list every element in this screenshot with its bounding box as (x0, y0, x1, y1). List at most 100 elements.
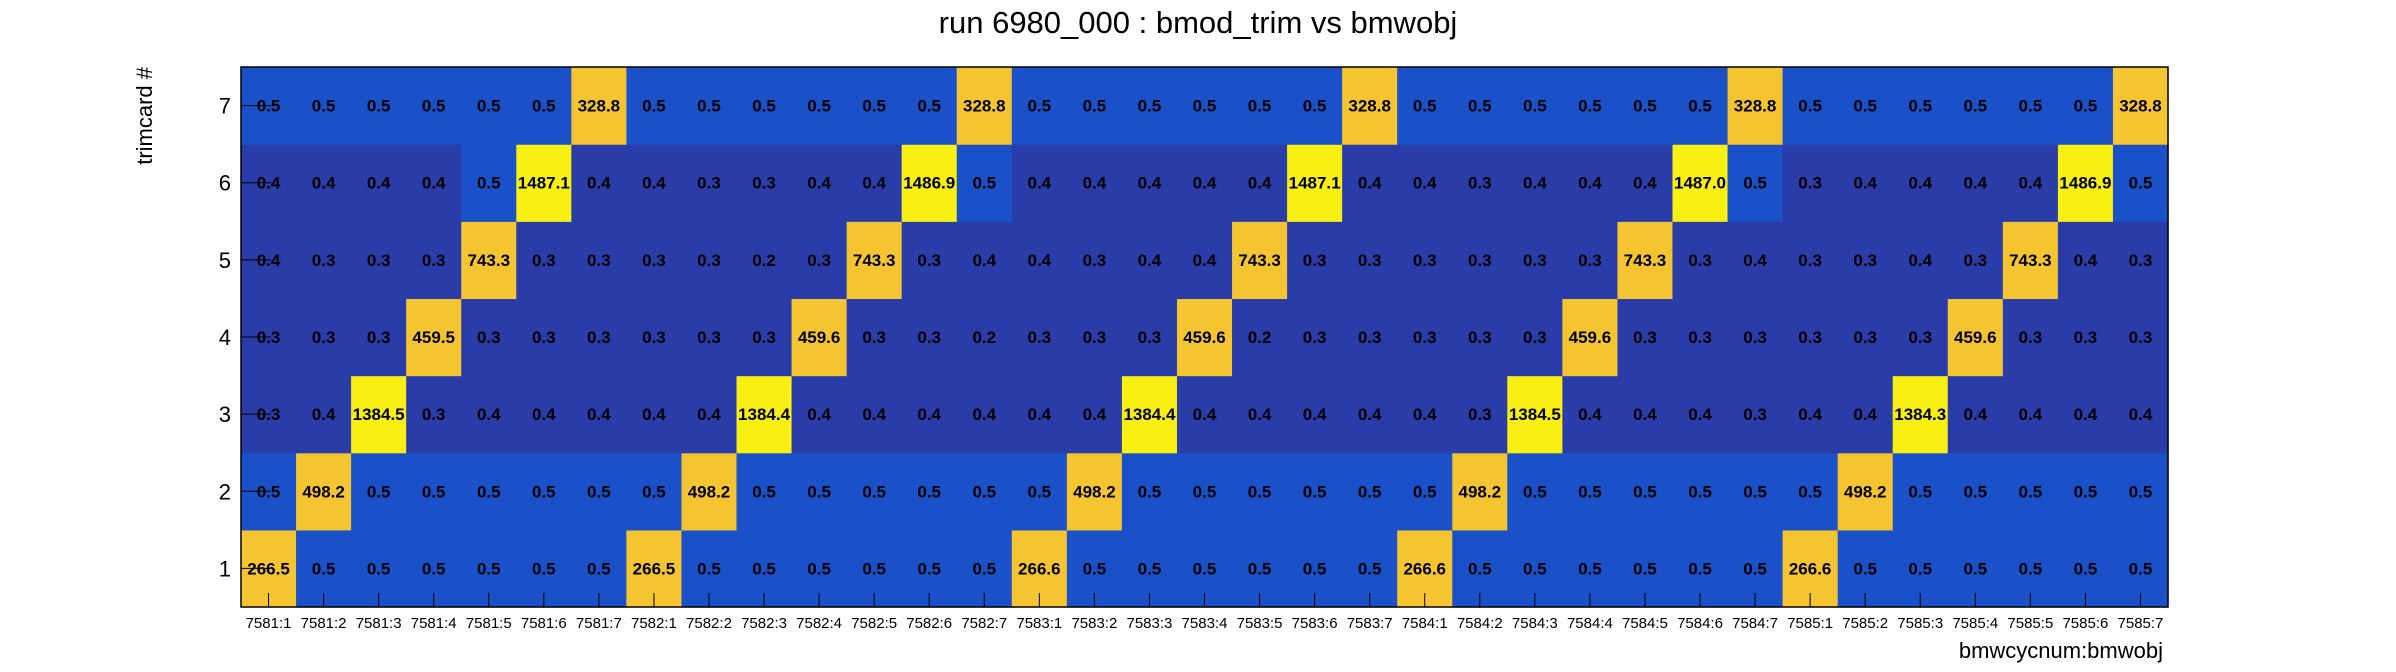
cell-value-label: 0.5 (917, 482, 941, 501)
x-tick-label: 7584:7 (1732, 615, 1778, 632)
heatmap-cell-7-8 (626, 67, 683, 145)
heatmap-cell-6-10 (736, 144, 793, 222)
heatmap-cell-3-34 (2057, 375, 2114, 454)
heatmap-cell-7-29 (1782, 67, 1839, 145)
heatmap-cell-6-8 (626, 144, 683, 222)
cell-value-label: 0.3 (1853, 328, 1877, 347)
heatmap-cell-6-5 (461, 144, 517, 222)
cell-value-label: 0.5 (1358, 559, 1382, 578)
heatmap-cell-3-23 (1452, 375, 1508, 454)
cell-value-label: 0.4 (477, 405, 501, 424)
heatmap-cell-4-25 (1562, 298, 1619, 377)
x-tick-label: 7583:6 (1292, 615, 1338, 632)
cell-value-label: 0.3 (1853, 251, 1877, 270)
heatmap-cell-2-34 (2057, 452, 2114, 531)
heatmap-cell-7-4 (406, 67, 462, 145)
heatmap-cell-3-28 (1727, 375, 1784, 454)
heatmap-cell-4-12 (846, 298, 903, 377)
cell-value-label: 0.4 (1248, 174, 1272, 193)
heatmap-cell-6-6 (516, 144, 572, 222)
heatmap-cell-4-32 (1947, 298, 2004, 377)
heatmap-cell-2-12 (846, 452, 903, 531)
heatmap-cell-7-2 (296, 67, 352, 145)
heatmap-cell-3-33 (2002, 375, 2059, 454)
cell-value-label: 0.5 (1468, 559, 1492, 578)
heatmap-cell-6-21 (1342, 144, 1398, 222)
heatmap-cell-7-5 (461, 67, 517, 145)
cell-value-label: 0.4 (2074, 251, 2098, 270)
cell-value-label: 0.3 (1963, 251, 1987, 270)
heatmap-cell-6-31 (1892, 144, 1949, 222)
cell-value-label: 0.5 (312, 97, 336, 116)
x-tick-label: 7584:1 (1402, 615, 1448, 632)
cell-value-label: 0.5 (642, 97, 666, 116)
heatmap-cell-3-12 (846, 375, 903, 454)
x-tick-label: 7581:7 (576, 615, 622, 632)
heatmap-cell-4-34 (2057, 298, 2114, 377)
x-tick-label: 7584:4 (1567, 615, 1613, 632)
cell-value-label: 0.2 (972, 328, 996, 347)
heatmap-cell-7-35 (2112, 67, 2169, 145)
cell-value-label: 1486.9 (903, 174, 955, 193)
cell-value-label: 0.3 (1358, 328, 1382, 347)
chart-title: run 6980_000 : bmod_trim vs bmwobj (939, 5, 1458, 40)
cell-value-label: 0.4 (2129, 405, 2153, 424)
heatmap-cell-3-13 (901, 375, 958, 454)
cell-value-label: 0.4 (1083, 174, 1107, 193)
cell-value-label: 0.5 (1248, 97, 1272, 116)
cell-value-label: 0.4 (1633, 174, 1657, 193)
heatmap-cell-2-11 (791, 452, 848, 531)
cell-value-label: 1384.4 (1123, 405, 1176, 424)
heatmap-cell-5-35 (2112, 221, 2169, 300)
cell-value-label: 0.5 (367, 97, 391, 116)
cell-value-label: 0.5 (1963, 97, 1987, 116)
x-tick-label: 7582:7 (961, 615, 1007, 632)
x-tick-label: 7581:1 (246, 615, 292, 632)
heatmap-cell-3-3 (351, 375, 407, 454)
heatmap-cell-3-16 (1066, 375, 1123, 454)
cell-value-label: 0.5 (367, 559, 391, 578)
heatmap-cell-2-23 (1452, 452, 1508, 531)
cell-value-label: 328.8 (1348, 97, 1391, 116)
x-tick-label: 7582:2 (686, 615, 732, 632)
heatmap-cell-3-11 (791, 375, 848, 454)
x-tick-label: 7583:7 (1347, 615, 1393, 632)
cell-value-label: 0.5 (1523, 482, 1547, 501)
cell-value-label: 0.4 (2074, 405, 2098, 424)
heatmap-cell-6-12 (846, 144, 903, 222)
cell-value-label: 743.3 (1238, 251, 1281, 270)
heatmap-cell-2-18 (1176, 452, 1233, 531)
heatmap-cell-2-17 (1121, 452, 1178, 531)
heatmap-cell-3-14 (956, 375, 1013, 454)
cell-value-label: 0.5 (972, 174, 996, 193)
heatmap-cell-5-34 (2057, 221, 2114, 300)
cell-value-label: 0.3 (1798, 328, 1822, 347)
x-tick-label: 7585:3 (1897, 615, 1943, 632)
cell-value-label: 0.3 (1413, 328, 1437, 347)
heatmap-cell-2-21 (1342, 452, 1398, 531)
x-tick-label: 7583:3 (1126, 615, 1172, 632)
heatmap-cell-4-5 (461, 298, 517, 377)
heatmap-cell-4-30 (1837, 298, 1894, 377)
cell-value-label: 328.8 (963, 97, 1006, 116)
y-axis-ticks: 1 2 3 4 5 6 7 (219, 94, 271, 581)
cell-value-label: 0.4 (312, 174, 336, 193)
heatmap-cell-6-35 (2112, 144, 2169, 222)
heatmap-cell-5-21 (1342, 221, 1398, 300)
heatmap-cell-7-6 (516, 67, 572, 145)
x-tick-label: 7585:6 (2062, 615, 2108, 632)
heatmap-cell-5-31 (1892, 221, 1949, 300)
cell-value-label: 0.4 (1963, 405, 1987, 424)
cell-value-label: 0.5 (1578, 559, 1602, 578)
heatmap-cell-5-14 (956, 221, 1013, 300)
x-tick-label: 7581:3 (356, 615, 402, 632)
x-tick-label: 7584:6 (1677, 615, 1723, 632)
cell-value-label: 0.5 (2129, 482, 2153, 501)
cell-value-label: 0.5 (917, 97, 941, 116)
heatmap-cell-4-26 (1617, 298, 1674, 377)
cell-value-label: 0.5 (1853, 97, 1877, 116)
cell-value-label: 0.4 (1798, 405, 1822, 424)
cell-value-label: 0.4 (1193, 251, 1217, 270)
x-axis-label: bmwcycnum:bmwobj (1959, 638, 2163, 663)
heatmap-cell-6-29 (1782, 144, 1839, 222)
